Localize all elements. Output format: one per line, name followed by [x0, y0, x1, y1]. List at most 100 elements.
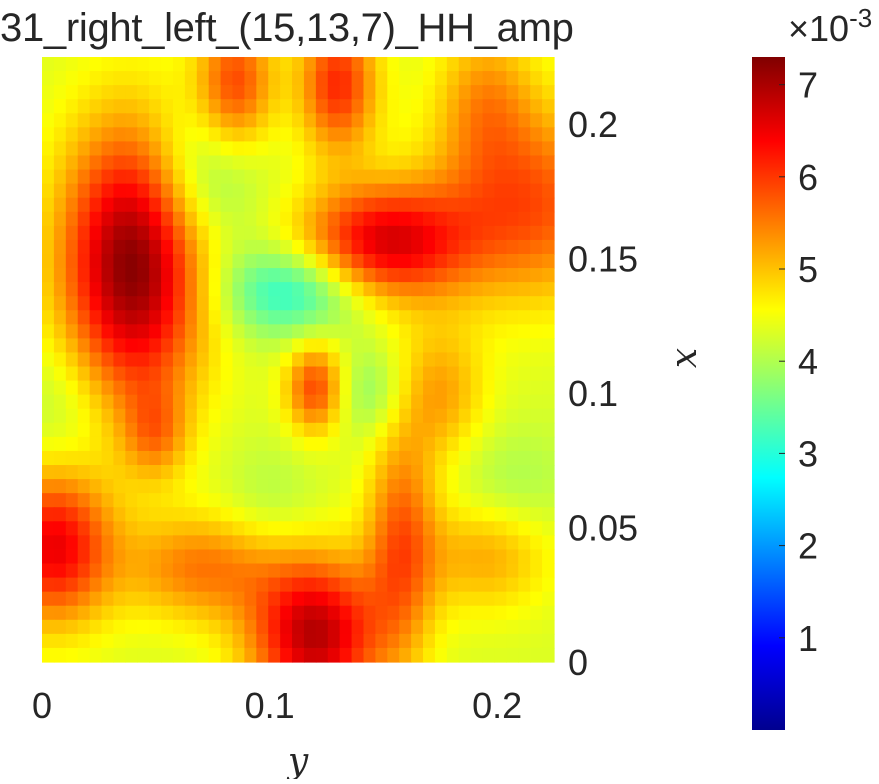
heatmap-cell — [280, 535, 293, 551]
heatmap-cell — [113, 282, 126, 297]
heatmap-cell — [530, 577, 543, 593]
heatmap-cell — [172, 380, 186, 396]
heatmap-cell — [268, 591, 281, 607]
heatmap-cell — [77, 422, 91, 438]
heatmap-cell — [196, 605, 210, 621]
chart-title: 31_right_left_(15,13,7)_HH_amp — [0, 6, 574, 50]
heatmap-cell — [101, 296, 115, 311]
heatmap-cell — [113, 619, 126, 635]
heatmap-cell — [327, 338, 341, 354]
heatmap-cell — [423, 85, 436, 100]
heatmap-cell — [339, 577, 353, 593]
heatmap-cell — [482, 183, 496, 199]
heatmap-cell — [375, 633, 388, 649]
heatmap-cell — [411, 71, 424, 86]
heatmap-cell — [482, 155, 496, 171]
heatmap-cell — [482, 465, 496, 480]
heatmap-cell — [434, 465, 448, 480]
heatmap-cell — [339, 127, 353, 143]
heatmap-cell — [411, 268, 424, 283]
colorbar-exponent-base: ×10 — [788, 8, 849, 49]
heatmap-cell — [161, 380, 174, 396]
heatmap-cell — [339, 450, 353, 466]
heatmap-cell — [137, 169, 150, 185]
heatmap-cell — [530, 169, 543, 185]
heatmap-cell — [339, 197, 353, 213]
heatmap-cell — [387, 169, 400, 185]
heatmap-cell — [434, 436, 448, 452]
heatmap-cell — [292, 493, 305, 508]
heatmap-cell — [327, 493, 341, 508]
heatmap-cell — [137, 268, 150, 283]
heatmap-cell — [327, 324, 341, 339]
heatmap-cell — [77, 253, 91, 269]
heatmap-cell — [363, 225, 376, 241]
heatmap-cell — [53, 507, 67, 522]
heatmap-cell — [482, 408, 496, 424]
heatmap-cell — [363, 71, 376, 86]
heatmap-cell — [470, 577, 484, 593]
heatmap-cell — [327, 507, 341, 522]
heatmap-cell — [423, 141, 436, 157]
heatmap-cell — [423, 521, 436, 536]
heatmap-cell — [89, 338, 103, 354]
heatmap-cell — [65, 253, 79, 269]
heatmap-cell — [125, 296, 138, 311]
heatmap-cell — [208, 211, 222, 227]
heatmap-cell — [387, 577, 400, 593]
heatmap-cell — [220, 169, 234, 185]
heatmap-cell — [172, 647, 186, 663]
heatmap-cell — [292, 450, 305, 466]
heatmap-cell — [184, 324, 198, 339]
heatmap-cell — [494, 99, 507, 114]
heatmap-cell — [232, 394, 246, 410]
heatmap-cell — [339, 113, 353, 128]
heatmap-cell — [351, 338, 365, 354]
heatmap-cell — [89, 563, 103, 579]
heatmap-cell — [518, 535, 531, 551]
heatmap-cell — [387, 647, 400, 663]
heatmap-cell — [77, 465, 91, 480]
heatmap-cell — [65, 338, 79, 354]
heatmap-cell — [53, 113, 67, 128]
heatmap-cell — [470, 127, 484, 143]
heatmap-cell — [423, 113, 436, 128]
heatmap-cell — [518, 239, 531, 255]
heatmap-cell — [292, 57, 305, 72]
heatmap-cell — [244, 591, 257, 607]
heatmap-cell — [363, 394, 376, 410]
heatmap-cell — [351, 633, 365, 649]
colorbar — [752, 57, 785, 730]
heatmap-cell — [411, 57, 424, 72]
heatmap-cell — [244, 563, 257, 579]
heatmap-cell — [65, 57, 79, 72]
heatmap-cell — [411, 183, 424, 199]
heatmap-cell — [303, 338, 317, 354]
heatmap-cell — [470, 253, 484, 269]
heatmap-cell — [363, 465, 376, 480]
heatmap-cell — [113, 296, 126, 311]
heatmap-cell — [53, 436, 67, 452]
heatmap-cell — [303, 577, 317, 593]
heatmap-cell — [196, 239, 210, 255]
heatmap-cell — [89, 619, 103, 635]
heatmap-cell — [184, 647, 198, 663]
heatmap-cell — [530, 225, 543, 241]
heatmap-cell — [303, 563, 317, 579]
heatmap-cell — [208, 141, 222, 157]
heatmap-cell — [161, 647, 174, 663]
heatmap-cell — [89, 85, 103, 100]
heatmap-cell — [506, 169, 519, 185]
heatmap-cell — [172, 465, 186, 480]
heatmap-cell — [363, 422, 376, 438]
heatmap-cell — [268, 183, 281, 199]
heatmap-cell — [65, 633, 79, 649]
heatmap-cell — [42, 422, 55, 438]
heatmap-cell — [446, 591, 460, 607]
heatmap-cell — [458, 507, 472, 522]
heatmap-cell — [458, 619, 472, 635]
heatmap-cell — [530, 633, 543, 649]
heatmap-cell — [399, 324, 412, 339]
heatmap-cell — [411, 647, 424, 663]
heatmap-cell — [184, 282, 198, 297]
